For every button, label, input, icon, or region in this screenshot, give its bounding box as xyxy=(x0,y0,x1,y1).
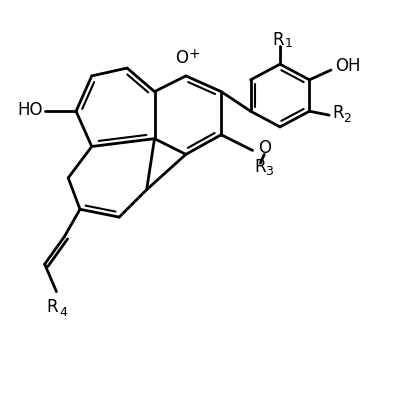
Text: OH: OH xyxy=(335,57,360,75)
Text: +: + xyxy=(189,47,200,61)
Text: 2: 2 xyxy=(343,112,351,125)
Text: R: R xyxy=(272,31,284,49)
Text: 3: 3 xyxy=(265,165,273,178)
Text: HO: HO xyxy=(17,102,43,119)
Text: 4: 4 xyxy=(60,305,67,318)
Text: R: R xyxy=(254,158,266,176)
Text: O: O xyxy=(175,49,189,67)
Text: O: O xyxy=(259,139,271,158)
Text: R: R xyxy=(47,298,58,316)
Text: 1: 1 xyxy=(285,37,293,50)
Text: R: R xyxy=(332,104,344,122)
